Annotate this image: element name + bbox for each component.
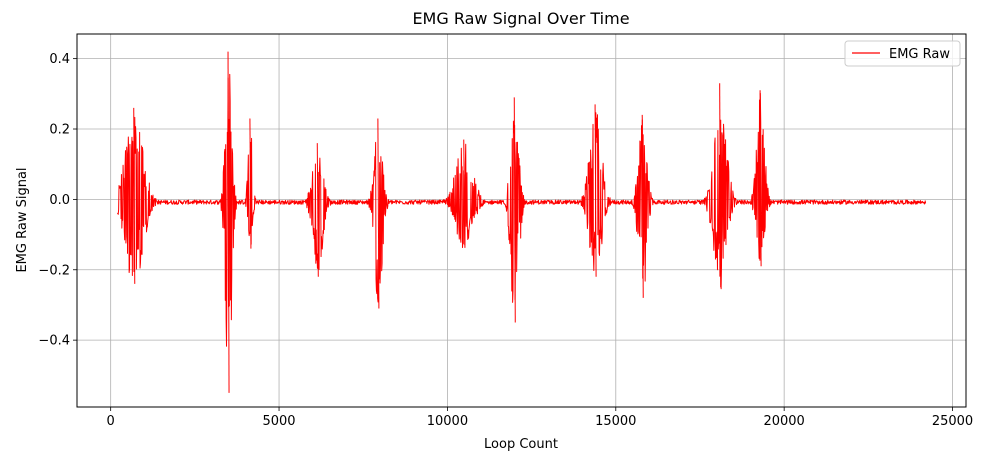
x-tick-label: 10000 [427,414,468,429]
x-axis-label: Loop Count [484,437,558,452]
series-peak-emg-raw [463,139,466,246]
x-tick-label: 15000 [595,414,636,429]
x-tick-label: 5000 [262,414,295,429]
series-peak-emg-raw [594,104,597,277]
x-tick-label: 0 [107,414,115,429]
legend-box [844,40,961,67]
series-peak-emg-raw [249,118,252,249]
y-axis-label: EMG Raw Signal [15,167,30,272]
series-peak-emg-raw [641,114,644,298]
x-tick-label: 25000 [932,414,973,429]
series-peak-emg-raw [377,118,380,309]
series-peak-emg-raw [513,97,516,323]
y-tick-label: 0.2 [49,123,70,138]
series-peak-emg-raw [719,83,722,288]
x-tick-label: 20000 [763,414,804,429]
chart-title: EMG Raw Signal Over Time [412,9,629,28]
series-peak-emg-raw [133,107,136,284]
y-axis: −0.4 −0.2 0.0 0.2 0.4 [38,52,77,349]
legend-label-emg-raw: EMG Raw [889,47,950,62]
series-line-emg-raw [116,73,927,347]
y-tick-label: −0.4 [38,334,70,349]
legend: EMG Raw [844,40,961,67]
series-peak-emg-raw [759,90,762,267]
plot-area-frame [76,33,967,408]
series-peak-emg-raw [227,51,230,393]
x-axis: 0 5000 10000 15000 20000 25000 [107,407,973,429]
y-tick-label: 0.0 [49,193,70,208]
y-tick-label: 0.4 [49,52,70,67]
y-tick-label: −0.2 [38,263,70,278]
series-peak-emg-raw [316,143,319,277]
series-layer [116,51,927,393]
